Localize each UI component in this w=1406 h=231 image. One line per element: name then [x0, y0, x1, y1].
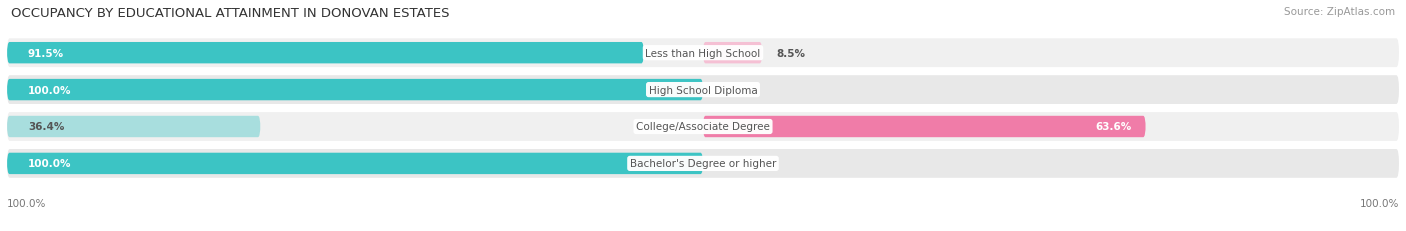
Text: 91.5%: 91.5%	[28, 49, 65, 58]
Text: High School Diploma: High School Diploma	[648, 85, 758, 95]
Text: OCCUPANCY BY EDUCATIONAL ATTAINMENT IN DONOVAN ESTATES: OCCUPANCY BY EDUCATIONAL ATTAINMENT IN D…	[11, 7, 450, 20]
Text: 100.0%: 100.0%	[1360, 199, 1399, 209]
Text: Less than High School: Less than High School	[645, 49, 761, 58]
Text: 100.0%: 100.0%	[7, 199, 46, 209]
FancyBboxPatch shape	[7, 76, 1399, 104]
FancyBboxPatch shape	[7, 43, 644, 64]
FancyBboxPatch shape	[7, 116, 260, 138]
Text: 100.0%: 100.0%	[28, 85, 72, 95]
Text: Source: ZipAtlas.com: Source: ZipAtlas.com	[1284, 7, 1395, 17]
FancyBboxPatch shape	[703, 116, 1146, 138]
FancyBboxPatch shape	[7, 112, 1399, 141]
FancyBboxPatch shape	[7, 39, 1399, 68]
FancyBboxPatch shape	[7, 153, 703, 174]
FancyBboxPatch shape	[703, 43, 762, 64]
Text: 36.4%: 36.4%	[28, 122, 65, 132]
Text: College/Associate Degree: College/Associate Degree	[636, 122, 770, 132]
FancyBboxPatch shape	[7, 149, 1399, 178]
Text: 100.0%: 100.0%	[28, 159, 72, 169]
Text: Bachelor's Degree or higher: Bachelor's Degree or higher	[630, 159, 776, 169]
Text: 8.5%: 8.5%	[776, 49, 806, 58]
Text: 63.6%: 63.6%	[1095, 122, 1132, 132]
FancyBboxPatch shape	[7, 79, 703, 101]
